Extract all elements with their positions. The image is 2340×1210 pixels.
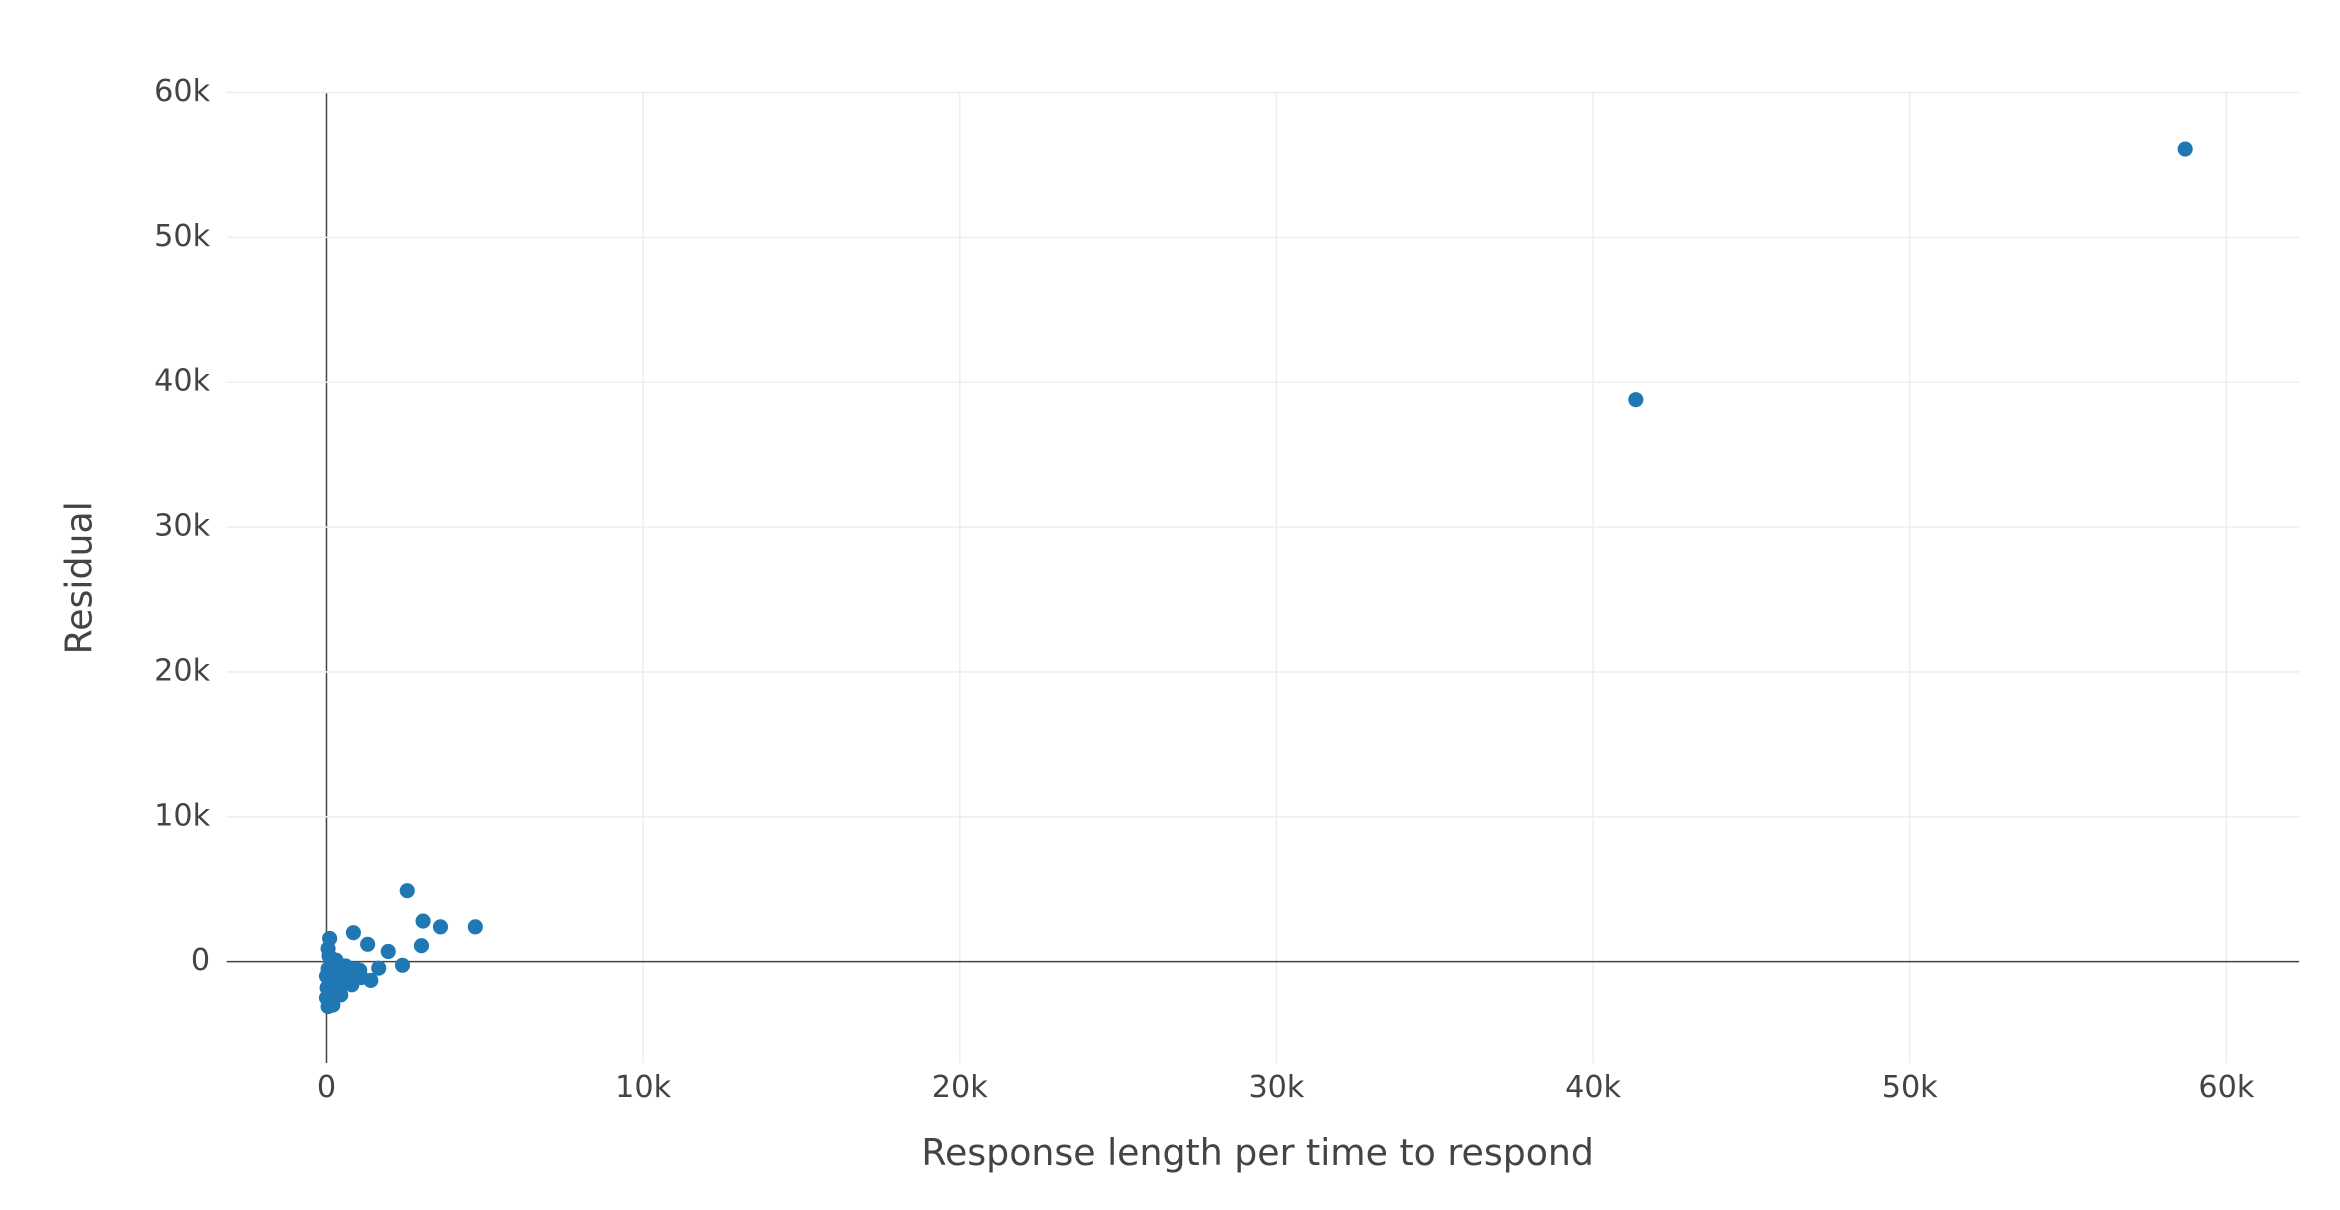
point: [432, 919, 449, 935]
x-tick-label: 40k: [1565, 1070, 1621, 1105]
y-tick-label: 20k: [154, 653, 210, 688]
point: [399, 883, 415, 899]
y-tick-label: 10k: [154, 798, 210, 833]
x-axis-title: Response length per time to respond: [921, 1131, 1594, 1174]
point: [319, 980, 335, 996]
x-tick-label: 60k: [2198, 1070, 2254, 1105]
point: [380, 943, 396, 960]
point: [345, 925, 361, 941]
x-tick-label: 50k: [1882, 1070, 1938, 1105]
x-tick-label: 20k: [932, 1070, 988, 1105]
y-tick-label: 60k: [154, 74, 210, 109]
point: [353, 970, 369, 986]
point: [413, 938, 430, 954]
x-tick-label: 10k: [615, 1070, 671, 1105]
x-tick-label: 30k: [1248, 1070, 1304, 1105]
point: [333, 987, 349, 1003]
point: [328, 952, 344, 968]
point: [394, 957, 411, 973]
y-tick-label: 50k: [154, 219, 210, 254]
point: [415, 913, 431, 929]
point: [2177, 141, 2193, 157]
point: [371, 960, 387, 976]
y-tick-label: 40k: [154, 364, 210, 399]
y-axis-title: Residual: [58, 501, 101, 654]
y-tick-label: 0: [191, 943, 210, 978]
point: [325, 997, 341, 1013]
x-tick-label: 0: [317, 1070, 336, 1105]
point: [360, 936, 376, 952]
y-tick-label: 30k: [154, 509, 210, 544]
point: [467, 919, 483, 935]
point: [1628, 392, 1644, 408]
